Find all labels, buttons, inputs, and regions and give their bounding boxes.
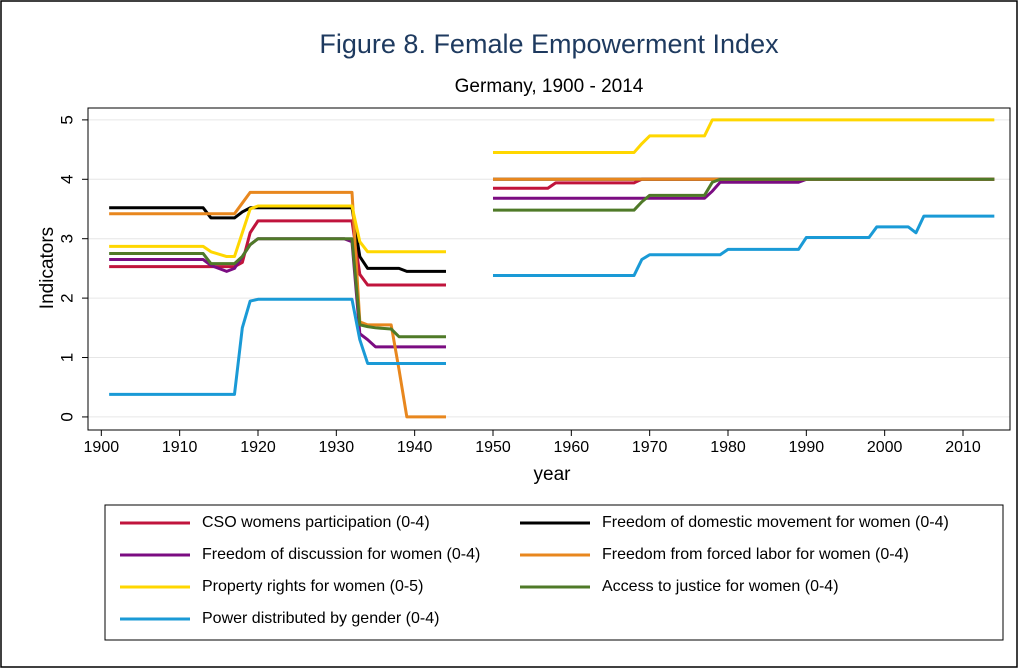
series-line [109,177,995,339]
y-tick-label: 4 [57,175,76,184]
y-tick-label: 0 [57,412,76,421]
x-tick-label: 1910 [162,439,198,456]
x-tick-label: 1950 [475,439,511,456]
chart-title: Figure 8. Female Empowerment Index [319,29,779,59]
series-line [109,214,995,396]
x-tick-label: 1900 [84,439,120,456]
series-line [109,118,995,259]
legend-label: Power distributed by gender (0-4) [202,610,439,627]
legend-label: CSO womens participation (0-4) [202,514,430,531]
y-tick-label: 2 [57,293,76,302]
legend-label: Freedom of domestic movement for women (… [602,514,949,531]
x-axis-label: year [534,464,572,485]
legend-label: Freedom from forced labor for women (0-4… [602,546,909,563]
x-tick-label: 1960 [554,439,590,456]
legend-label: Freedom of discussion for women (0-4) [202,546,480,563]
y-tick-label: 5 [57,115,76,124]
y-axis-label: Indicators [37,227,58,309]
x-tick-label: 1970 [632,439,668,456]
x-tick-label: 1920 [240,439,276,456]
x-tick-label: 2010 [945,439,981,456]
legend-box [104,504,1004,641]
x-tick-label: 1980 [710,439,746,456]
y-tick-label: 3 [57,234,76,243]
x-tick-label: 1930 [319,439,355,456]
x-tick-label: 2000 [867,439,903,456]
x-tick-label: 1990 [789,439,825,456]
y-tick-label: 1 [57,353,76,362]
legend-label: Property rights for women (0-5) [202,578,423,595]
plot-area [87,107,1011,431]
chart-subtitle: Germany, 1900 - 2014 [455,76,644,97]
legend-label: Access to justice for women (0-4) [602,578,839,595]
x-tick-label: 1940 [397,439,433,456]
